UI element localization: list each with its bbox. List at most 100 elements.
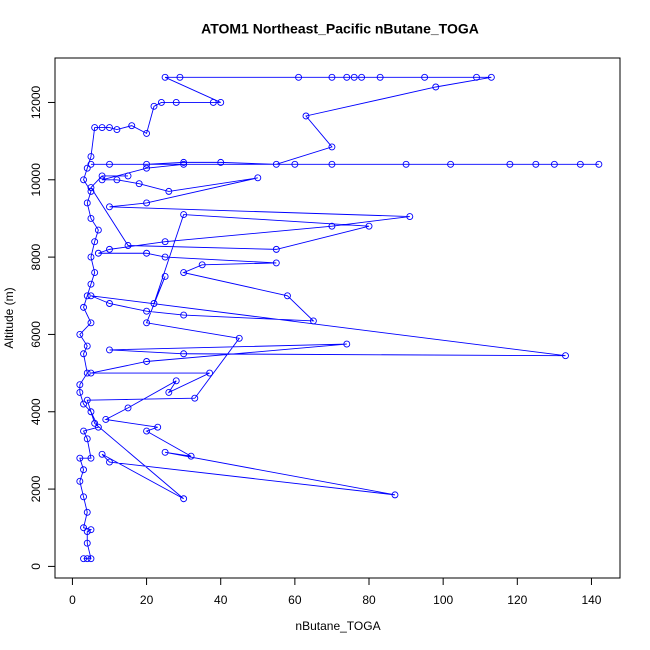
data-point	[180, 158, 188, 166]
data-point	[391, 491, 399, 499]
data-point	[83, 164, 91, 172]
data-point	[87, 292, 95, 300]
data-point	[191, 394, 199, 402]
data-point	[309, 317, 317, 325]
data-point	[180, 160, 188, 168]
y-tick-label: 8000	[29, 243, 43, 270]
data-point	[328, 222, 336, 230]
data-point	[143, 307, 151, 315]
x-tick-label: 80	[362, 593, 376, 607]
data-point	[113, 126, 121, 133]
data-point	[284, 292, 291, 300]
data-point	[143, 249, 151, 257]
data-point	[87, 408, 95, 416]
data-point	[143, 160, 151, 168]
data-point	[350, 73, 358, 81]
data-point	[80, 555, 87, 563]
data-point	[198, 261, 206, 269]
data-point	[91, 238, 99, 246]
data-point	[291, 160, 299, 168]
data-point	[87, 319, 95, 327]
data-point	[83, 435, 91, 443]
x-tick-label: 100	[433, 593, 453, 607]
data-point	[272, 259, 280, 267]
data-point	[165, 187, 173, 195]
data-point	[106, 346, 113, 354]
data-point	[161, 253, 169, 261]
data-point	[87, 153, 95, 161]
data-point	[157, 99, 165, 106]
chart-title: ATOM1 Northeast_Pacific nButane_TOGA	[201, 21, 479, 37]
data-point	[217, 99, 225, 106]
data-point	[87, 253, 95, 261]
data-point	[135, 180, 143, 188]
y-tick-label: 4000	[29, 398, 43, 425]
data-point	[80, 427, 87, 435]
data-point	[343, 73, 351, 81]
data-point	[94, 423, 102, 431]
data-point	[113, 176, 121, 184]
data-point	[80, 176, 87, 184]
y-tick-label: 10000	[29, 163, 43, 197]
data-point	[106, 203, 113, 211]
data-point	[83, 369, 91, 377]
data-point	[76, 454, 84, 462]
data-point	[172, 99, 180, 106]
data-point	[176, 73, 184, 81]
x-axis-label: nButane_TOGA	[295, 619, 380, 633]
x-tick-label: 0	[69, 593, 76, 607]
data-point	[80, 303, 87, 311]
data-point	[150, 102, 158, 110]
data-point	[80, 400, 87, 408]
data-point	[87, 184, 95, 191]
data-point	[595, 160, 603, 168]
data-point	[76, 330, 84, 338]
data-point	[143, 319, 151, 327]
data-point	[76, 477, 84, 485]
data-point	[91, 124, 99, 132]
data-point	[87, 160, 95, 168]
data-point	[235, 334, 243, 342]
y-tick-label: 2000	[29, 475, 43, 502]
data-point	[87, 280, 95, 288]
data-point	[343, 340, 351, 348]
data-point	[83, 539, 91, 547]
x-tick-label: 20	[140, 593, 154, 607]
data-point	[124, 172, 132, 180]
data-point	[376, 73, 384, 81]
data-point	[154, 423, 162, 431]
data-point	[180, 311, 188, 319]
data-point	[80, 493, 87, 501]
data-point	[150, 300, 158, 307]
data-point	[487, 73, 495, 81]
data-point	[402, 160, 410, 168]
data-point	[506, 160, 514, 168]
data-point	[576, 160, 584, 168]
data-point	[80, 466, 87, 474]
data-point	[87, 526, 95, 534]
data-point	[209, 99, 217, 106]
data-point	[83, 555, 91, 563]
data-point	[98, 176, 106, 184]
data-point	[83, 342, 91, 350]
y-axis-label: Altitude (m)	[2, 287, 16, 348]
data-point	[365, 222, 373, 230]
data-point	[106, 124, 113, 132]
y-tick-label: 0	[29, 563, 43, 570]
data-line	[79, 76, 599, 560]
data-point	[87, 214, 95, 222]
y-tick-label: 12000	[29, 85, 43, 119]
data-point	[161, 73, 169, 81]
data-point	[272, 160, 280, 168]
data-point	[124, 242, 132, 249]
data-point	[106, 245, 113, 253]
x-tick-label: 60	[288, 593, 302, 607]
data-point	[80, 524, 87, 532]
data-point	[143, 427, 151, 435]
data-point	[406, 213, 414, 220]
x-tick-label: 120	[507, 593, 527, 607]
data-point	[94, 226, 102, 234]
data-point	[358, 73, 366, 81]
data-point	[76, 388, 84, 396]
